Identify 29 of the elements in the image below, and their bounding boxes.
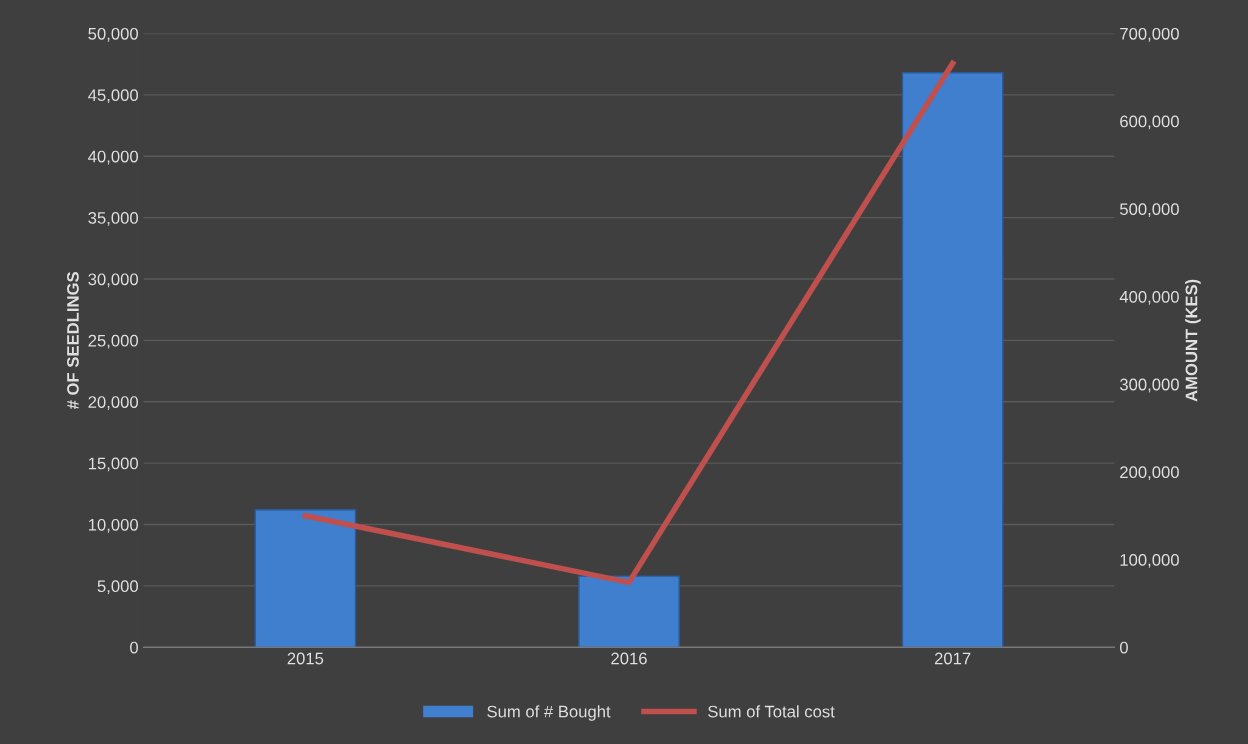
y-tick-label: 0 (130, 641, 139, 654)
y2-axis-title: AMOUNT (KES) (1185, 279, 1201, 402)
legend-label: Sum of Total cost (708, 705, 835, 718)
y2-tick-label: 500,000 (1119, 203, 1179, 218)
y-tick-label: 20,000 (88, 396, 139, 410)
y2-tick-label: 200,000 (1120, 466, 1179, 481)
y2-tick-label: 600,000 (1120, 115, 1179, 130)
y-tick-label: 40,000 (88, 150, 139, 165)
y2-tick-label: 0 (1119, 641, 1128, 654)
x-tick-label: 2017 (934, 652, 971, 665)
y2-tick-label: 300,000 (1119, 378, 1179, 393)
y-tick-label: 35,000 (88, 212, 139, 226)
y2-tick-label: 700,000 (1120, 27, 1179, 42)
y-tick-label: 5,000 (97, 580, 139, 595)
y-tick-label: 10,000 (88, 518, 139, 533)
y2-tick-label: 100,000 (1120, 554, 1179, 568)
y-tick-label: 15,000 (88, 457, 139, 472)
y2-tick-label: 400,000 (1119, 290, 1179, 305)
y-tick-label: 50,000 (88, 27, 139, 42)
bar (254, 509, 357, 648)
y-tick-label: 30,000 (88, 273, 139, 288)
bar (901, 72, 1004, 648)
y-tick-label: 25,000 (88, 334, 139, 349)
y-axis-title: # OF SEEDLINGS (67, 272, 79, 410)
legend-label: Sum of # Bought (487, 705, 611, 721)
y-tick-label: 45,000 (88, 89, 139, 104)
bar (578, 575, 680, 648)
x-tick-label: 2015 (287, 652, 324, 665)
x-tick-label: 2016 (611, 652, 647, 665)
